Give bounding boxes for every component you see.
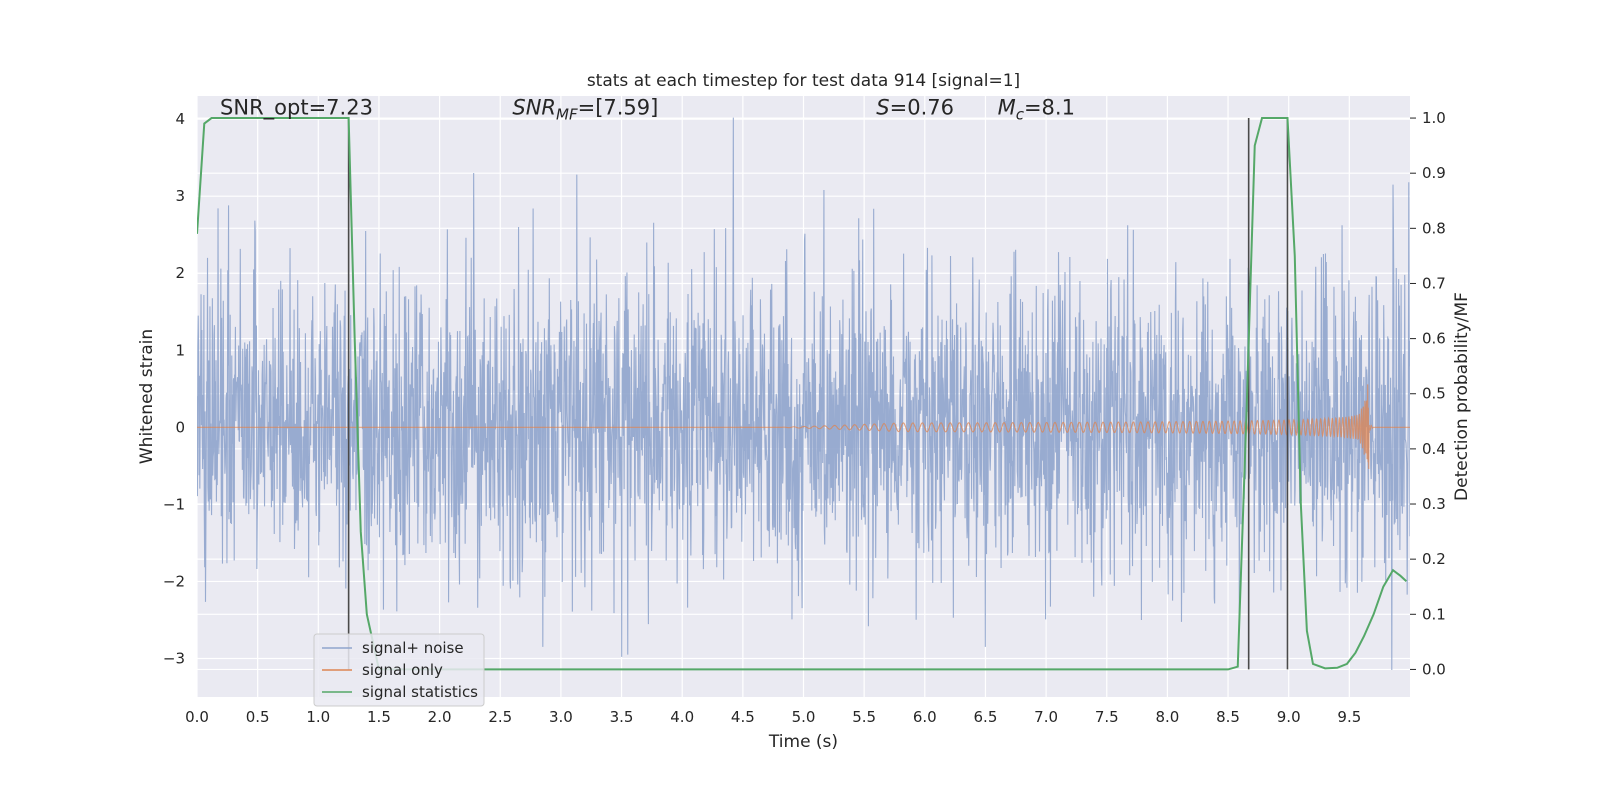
vertical-markers xyxy=(347,118,1289,670)
signal-plus-noise-line xyxy=(197,117,1410,671)
y-tick-label: −2 xyxy=(163,572,185,590)
y-right-tick-label: 0.0 xyxy=(1422,660,1446,678)
overlap-annotation: S=0.76 xyxy=(876,96,954,120)
x-tick-label: 5.0 xyxy=(792,708,816,726)
y-right-axis-label: Detection probability/MF xyxy=(1452,292,1472,501)
x-tick-label: 4.0 xyxy=(670,708,694,726)
x-tick-label: 1.0 xyxy=(306,708,330,726)
x-tick-label: 4.5 xyxy=(731,708,755,726)
y-right-tick-label: 0.6 xyxy=(1422,330,1446,348)
y-axis-ticks: −3 −2 −1 0 1 2 3 4 xyxy=(163,110,185,667)
legend-entry-signal-plus-noise: signal+ noise xyxy=(362,639,464,657)
x-tick-label: 2.5 xyxy=(488,708,512,726)
x-tick-label: 3.0 xyxy=(549,708,573,726)
x-tick-label: 9.5 xyxy=(1337,708,1361,726)
y-right-tick-label: 0.5 xyxy=(1422,385,1446,403)
legend-entry-signal-only: signal only xyxy=(362,661,443,679)
x-tick-label: 0.5 xyxy=(246,708,270,726)
y-tick-label: 0 xyxy=(175,418,185,436)
y-right-tick-label: 0.3 xyxy=(1422,495,1446,513)
y-right-tick-label: 0.9 xyxy=(1422,164,1446,182)
y-axis-label: Whitened strain xyxy=(137,329,157,464)
x-tick-label: 2.0 xyxy=(428,708,452,726)
legend: signal+ noise signal only signal statist… xyxy=(313,633,485,707)
chart-title: stats at each timestep for test data 914… xyxy=(587,71,1020,91)
series-signal-only xyxy=(197,384,1410,470)
series-signal-statistics xyxy=(197,117,1408,671)
signal-only-line xyxy=(197,384,1410,470)
y-tick-label: 1 xyxy=(175,341,185,359)
legend-box xyxy=(313,633,485,707)
x-tick-label: 8.5 xyxy=(1216,708,1240,726)
x-tick-label: 0.0 xyxy=(185,708,209,726)
series-signal-plus-noise xyxy=(197,117,1410,671)
snr-mf-annotation: SNRMF=[7.59] xyxy=(512,96,658,124)
y-tick-label: −3 xyxy=(163,649,185,667)
x-axis-label: Time (s) xyxy=(768,732,838,752)
y-right-tick-label: 0.4 xyxy=(1422,440,1446,458)
chirp-mass-annotation: Mc=8.1 xyxy=(998,96,1075,124)
y-right-axis-ticks: 0.0 0.1 0.2 0.3 0.4 0.5 0.6 0.7 0.8 0.9 1.0 xyxy=(1410,109,1446,678)
y-tick-label: −1 xyxy=(163,495,185,513)
x-tick-label: 9.0 xyxy=(1277,708,1301,726)
y-right-tick-label: 0.8 xyxy=(1422,219,1446,237)
x-tick-label: 3.5 xyxy=(610,708,634,726)
annotations: SNR_opt=7.23 SNRMF=[7.59] S=0.76 Mc=8.1 xyxy=(220,96,1075,124)
y-right-tick-label: 0.7 xyxy=(1422,274,1446,292)
y-tick-label: 4 xyxy=(175,110,185,128)
y-right-tick-label: 1.0 xyxy=(1422,109,1446,127)
x-tick-label: 6.0 xyxy=(913,708,937,726)
x-tick-label: 6.5 xyxy=(974,708,998,726)
x-tick-label: 1.5 xyxy=(367,708,391,726)
legend-entry-signal-statistics: signal statistics xyxy=(362,683,478,701)
y-right-tick-label: 0.1 xyxy=(1422,605,1446,623)
signal-statistics-line xyxy=(197,117,1408,671)
y-right-tick-label: 0.2 xyxy=(1422,550,1446,568)
x-tick-label: 7.0 xyxy=(1034,708,1058,726)
x-tick-label: 5.5 xyxy=(852,708,876,726)
x-tick-label: 7.5 xyxy=(1095,708,1119,726)
x-axis-ticks: 0.0 0.5 1.0 1.5 2.0 2.5 3.0 3.5 4.0 4.5 5.0 5.5 6.0 6… xyxy=(185,708,1361,726)
y-tick-label: 2 xyxy=(175,264,185,282)
y-tick-label: 3 xyxy=(175,187,185,205)
snr-opt-annotation: SNR_opt=7.23 xyxy=(220,96,373,121)
x-tick-label: 8.0 xyxy=(1155,708,1179,726)
